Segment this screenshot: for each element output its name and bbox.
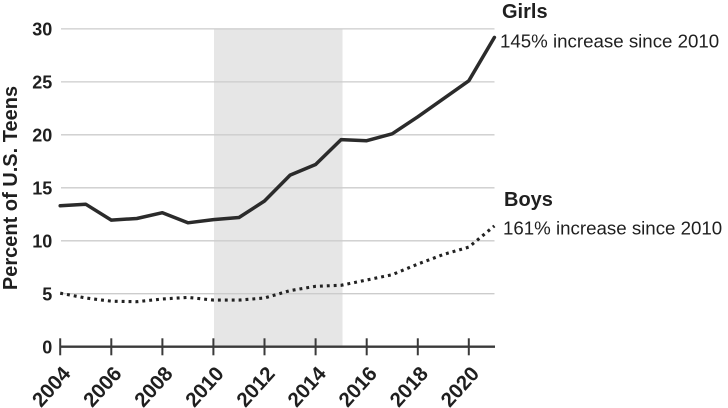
- svg-text:Boys: Boys: [504, 189, 553, 211]
- svg-text:Girls: Girls: [502, 1, 548, 23]
- svg-text:25: 25: [32, 73, 52, 93]
- svg-text:0: 0: [42, 338, 52, 358]
- svg-text:161% increase since 2010: 161% increase since 2010: [503, 218, 722, 239]
- svg-text:10: 10: [32, 232, 52, 252]
- svg-text:30: 30: [32, 20, 52, 40]
- svg-text:Percent of U.S. Teens: Percent of U.S. Teens: [0, 86, 22, 290]
- svg-text:5: 5: [42, 285, 52, 305]
- svg-text:145% increase since 2010: 145% increase since 2010: [500, 31, 719, 52]
- svg-text:20: 20: [32, 126, 52, 146]
- svg-text:15: 15: [32, 179, 52, 199]
